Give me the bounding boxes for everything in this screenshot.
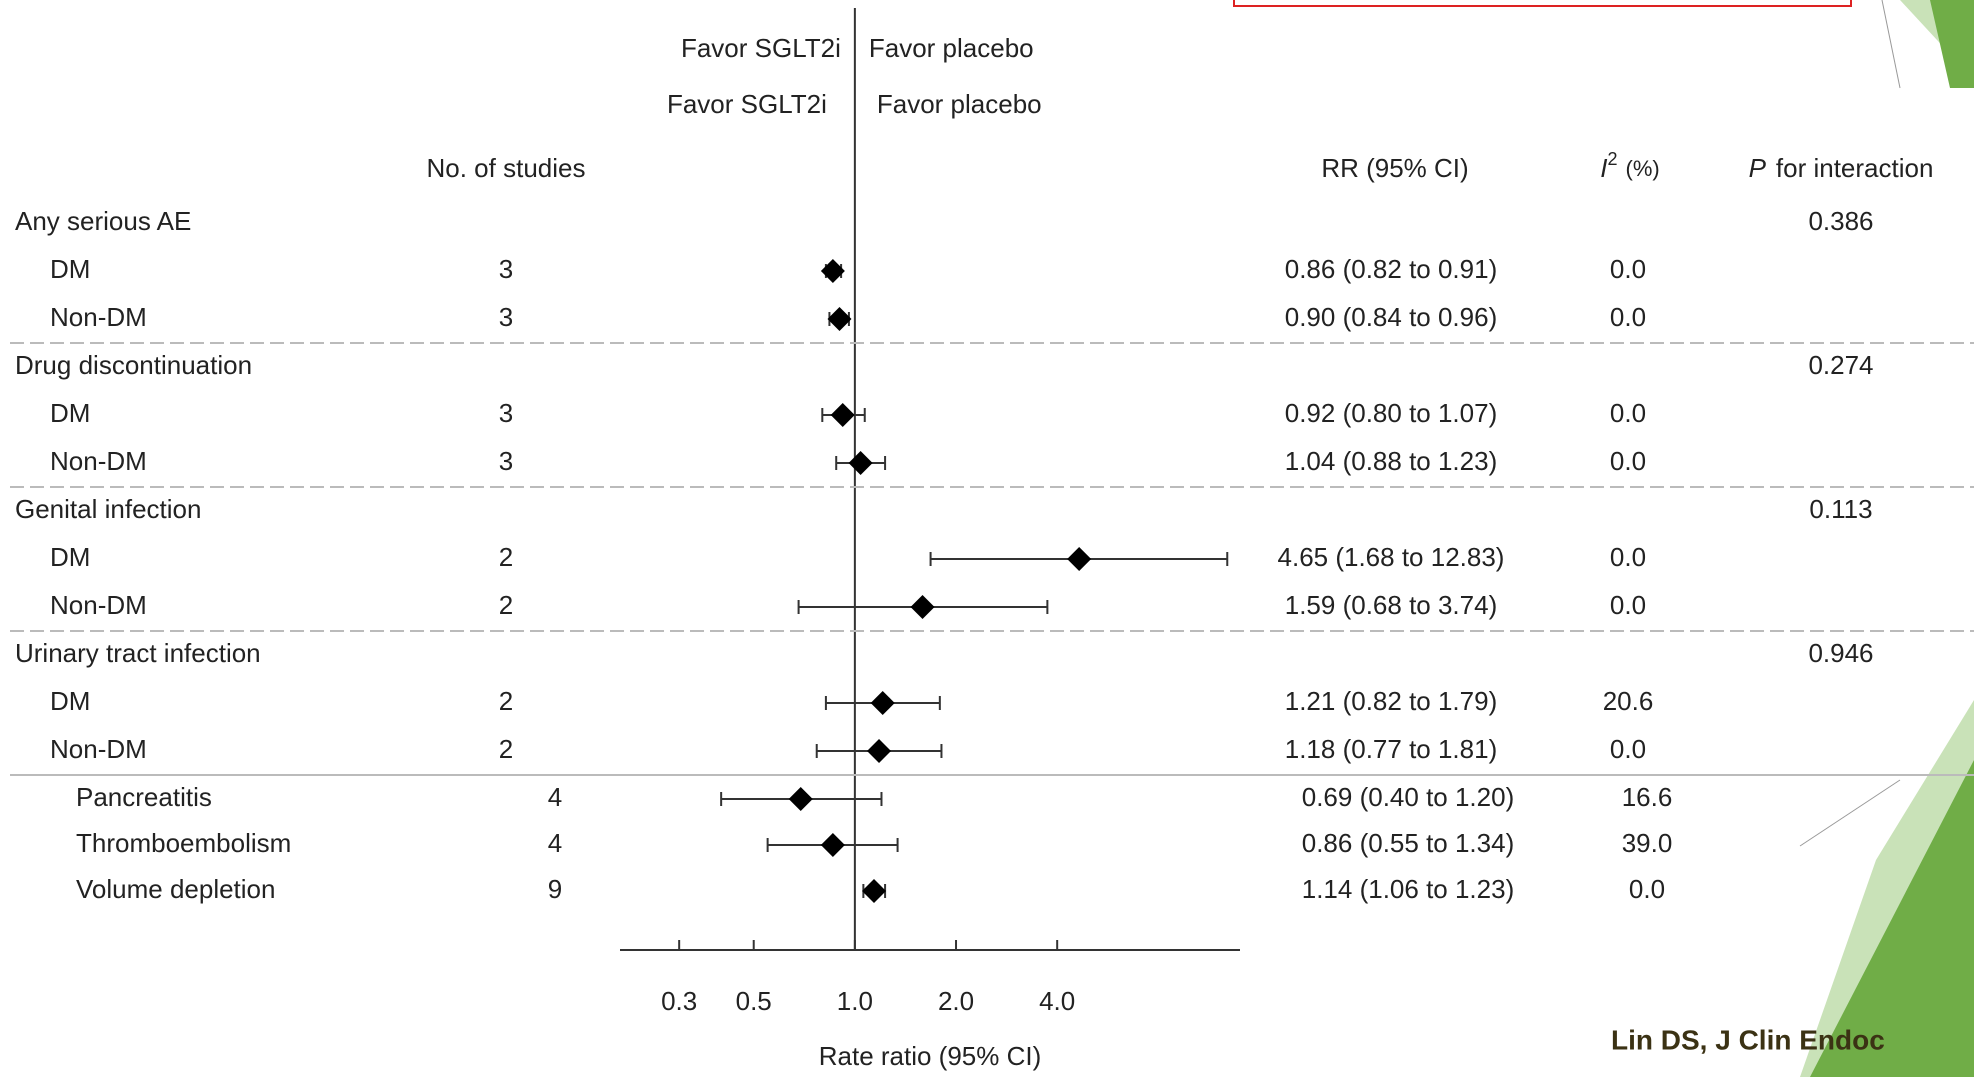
point-estimate bbox=[788, 787, 813, 811]
row-i2: 0.0 bbox=[1610, 302, 1646, 332]
group-p: 0.946 bbox=[1808, 638, 1873, 668]
favor-left: Favor SGLT2i bbox=[667, 89, 827, 119]
row-studies: 2 bbox=[499, 734, 513, 764]
decor-green bbox=[1930, 0, 1974, 88]
row-label: DM bbox=[50, 542, 90, 572]
point-estimate bbox=[820, 259, 845, 283]
row-label: DM bbox=[50, 398, 90, 428]
row-label: Non-DM bbox=[50, 734, 147, 764]
row-label: Non-DM bbox=[50, 302, 147, 332]
row-studies: 9 bbox=[548, 874, 562, 904]
group-p: 0.274 bbox=[1808, 350, 1873, 380]
row-label: DM bbox=[50, 254, 90, 284]
point-estimate bbox=[827, 307, 852, 331]
row-studies: 3 bbox=[499, 398, 513, 428]
x-tick-label: 0.3 bbox=[661, 986, 697, 1016]
header-studies: No. of studies bbox=[427, 153, 586, 183]
row-studies: 3 bbox=[499, 254, 513, 284]
row-i2: 0.0 bbox=[1610, 398, 1646, 428]
row-studies: 4 bbox=[548, 782, 562, 812]
header-rr: RR (95% CI) bbox=[1321, 153, 1468, 183]
row-label: Thromboembolism bbox=[76, 828, 291, 858]
row-i2: 0.0 bbox=[1610, 254, 1646, 284]
row-studies: 3 bbox=[499, 446, 513, 476]
row-label: Non-DM bbox=[50, 590, 147, 620]
row-label: Non-DM bbox=[50, 446, 147, 476]
point-estimate bbox=[1067, 547, 1092, 571]
favor-right: Favor placebo bbox=[869, 33, 1034, 63]
x-tick-label: 1.0 bbox=[837, 986, 873, 1016]
row-ci: 1.59 (0.68 to 3.74) bbox=[1285, 590, 1497, 620]
row-ci: 0.69 (0.40 to 1.20) bbox=[1302, 782, 1514, 812]
row-i2: 20.6 bbox=[1603, 686, 1654, 716]
row-ci: 0.90 (0.84 to 0.96) bbox=[1285, 302, 1497, 332]
row-ci: 1.14 (1.06 to 1.23) bbox=[1302, 874, 1514, 904]
decor-line bbox=[1799, 779, 1901, 847]
decor-line bbox=[1881, 0, 1901, 89]
row-i2: 0.0 bbox=[1610, 446, 1646, 476]
row-ci: 0.86 (0.55 to 1.34) bbox=[1302, 828, 1514, 858]
x-tick-label: 4.0 bbox=[1039, 986, 1075, 1016]
i2-sup: 2 bbox=[1608, 149, 1618, 169]
row-i2: 0.0 bbox=[1610, 590, 1646, 620]
favor-right: Favor placebo bbox=[877, 89, 1042, 119]
point-estimate bbox=[820, 833, 845, 857]
row-ci: 4.65 (1.68 to 12.83) bbox=[1278, 542, 1505, 572]
point-estimate bbox=[870, 691, 895, 715]
row-ci: 0.92 (0.80 to 1.07) bbox=[1285, 398, 1497, 428]
row-studies: 3 bbox=[499, 302, 513, 332]
group-p: 0.386 bbox=[1808, 206, 1873, 236]
row-ci: 1.21 (0.82 to 1.79) bbox=[1285, 686, 1497, 716]
p-symbol: P bbox=[1749, 153, 1767, 183]
group-p: 0.113 bbox=[1809, 494, 1872, 524]
point-estimate bbox=[848, 451, 873, 475]
row-ci: 1.18 (0.77 to 1.81) bbox=[1285, 734, 1497, 764]
point-estimate bbox=[861, 879, 886, 903]
group-label: Genital infection bbox=[15, 494, 201, 524]
row-label: Volume depletion bbox=[76, 874, 275, 904]
x-tick-label: 0.5 bbox=[736, 986, 772, 1016]
group-label: Urinary tract infection bbox=[15, 638, 261, 668]
row-ci: 0.86 (0.82 to 0.91) bbox=[1285, 254, 1497, 284]
row-i2: 0.0 bbox=[1610, 542, 1646, 572]
row-i2: 0.0 bbox=[1610, 734, 1646, 764]
group-label: Any serious AE bbox=[15, 206, 191, 236]
point-estimate bbox=[867, 739, 892, 763]
callout-box bbox=[1233, 0, 1852, 7]
p-text: for interaction bbox=[1776, 153, 1934, 183]
row-studies: 2 bbox=[499, 590, 513, 620]
row-studies: 4 bbox=[548, 828, 562, 858]
row-studies: 2 bbox=[499, 686, 513, 716]
group-label: Drug discontinuation bbox=[15, 350, 252, 380]
x-tick-label: 2.0 bbox=[938, 986, 974, 1016]
row-label: Pancreatitis bbox=[76, 782, 212, 812]
row-ci: 1.04 (0.88 to 1.23) bbox=[1285, 446, 1497, 476]
decor-green bbox=[1810, 760, 1974, 1077]
i2-unit: (%) bbox=[1626, 156, 1660, 181]
row-studies: 2 bbox=[499, 542, 513, 572]
row-i2: 39.0 bbox=[1622, 828, 1673, 858]
point-estimate bbox=[910, 595, 935, 619]
i2-symbol: I bbox=[1600, 153, 1607, 183]
citation: Lin DS, J Clin Endoc bbox=[1611, 1024, 1885, 1055]
row-label: DM bbox=[50, 686, 90, 716]
row-i2: 16.6 bbox=[1622, 782, 1673, 812]
row-i2: 0.0 bbox=[1629, 874, 1665, 904]
favor-left: Favor SGLT2i bbox=[681, 33, 841, 63]
header-i2: I2 (%) bbox=[1600, 149, 1659, 183]
point-estimate bbox=[830, 403, 855, 427]
x-axis-label: Rate ratio (95% CI) bbox=[819, 1041, 1042, 1071]
